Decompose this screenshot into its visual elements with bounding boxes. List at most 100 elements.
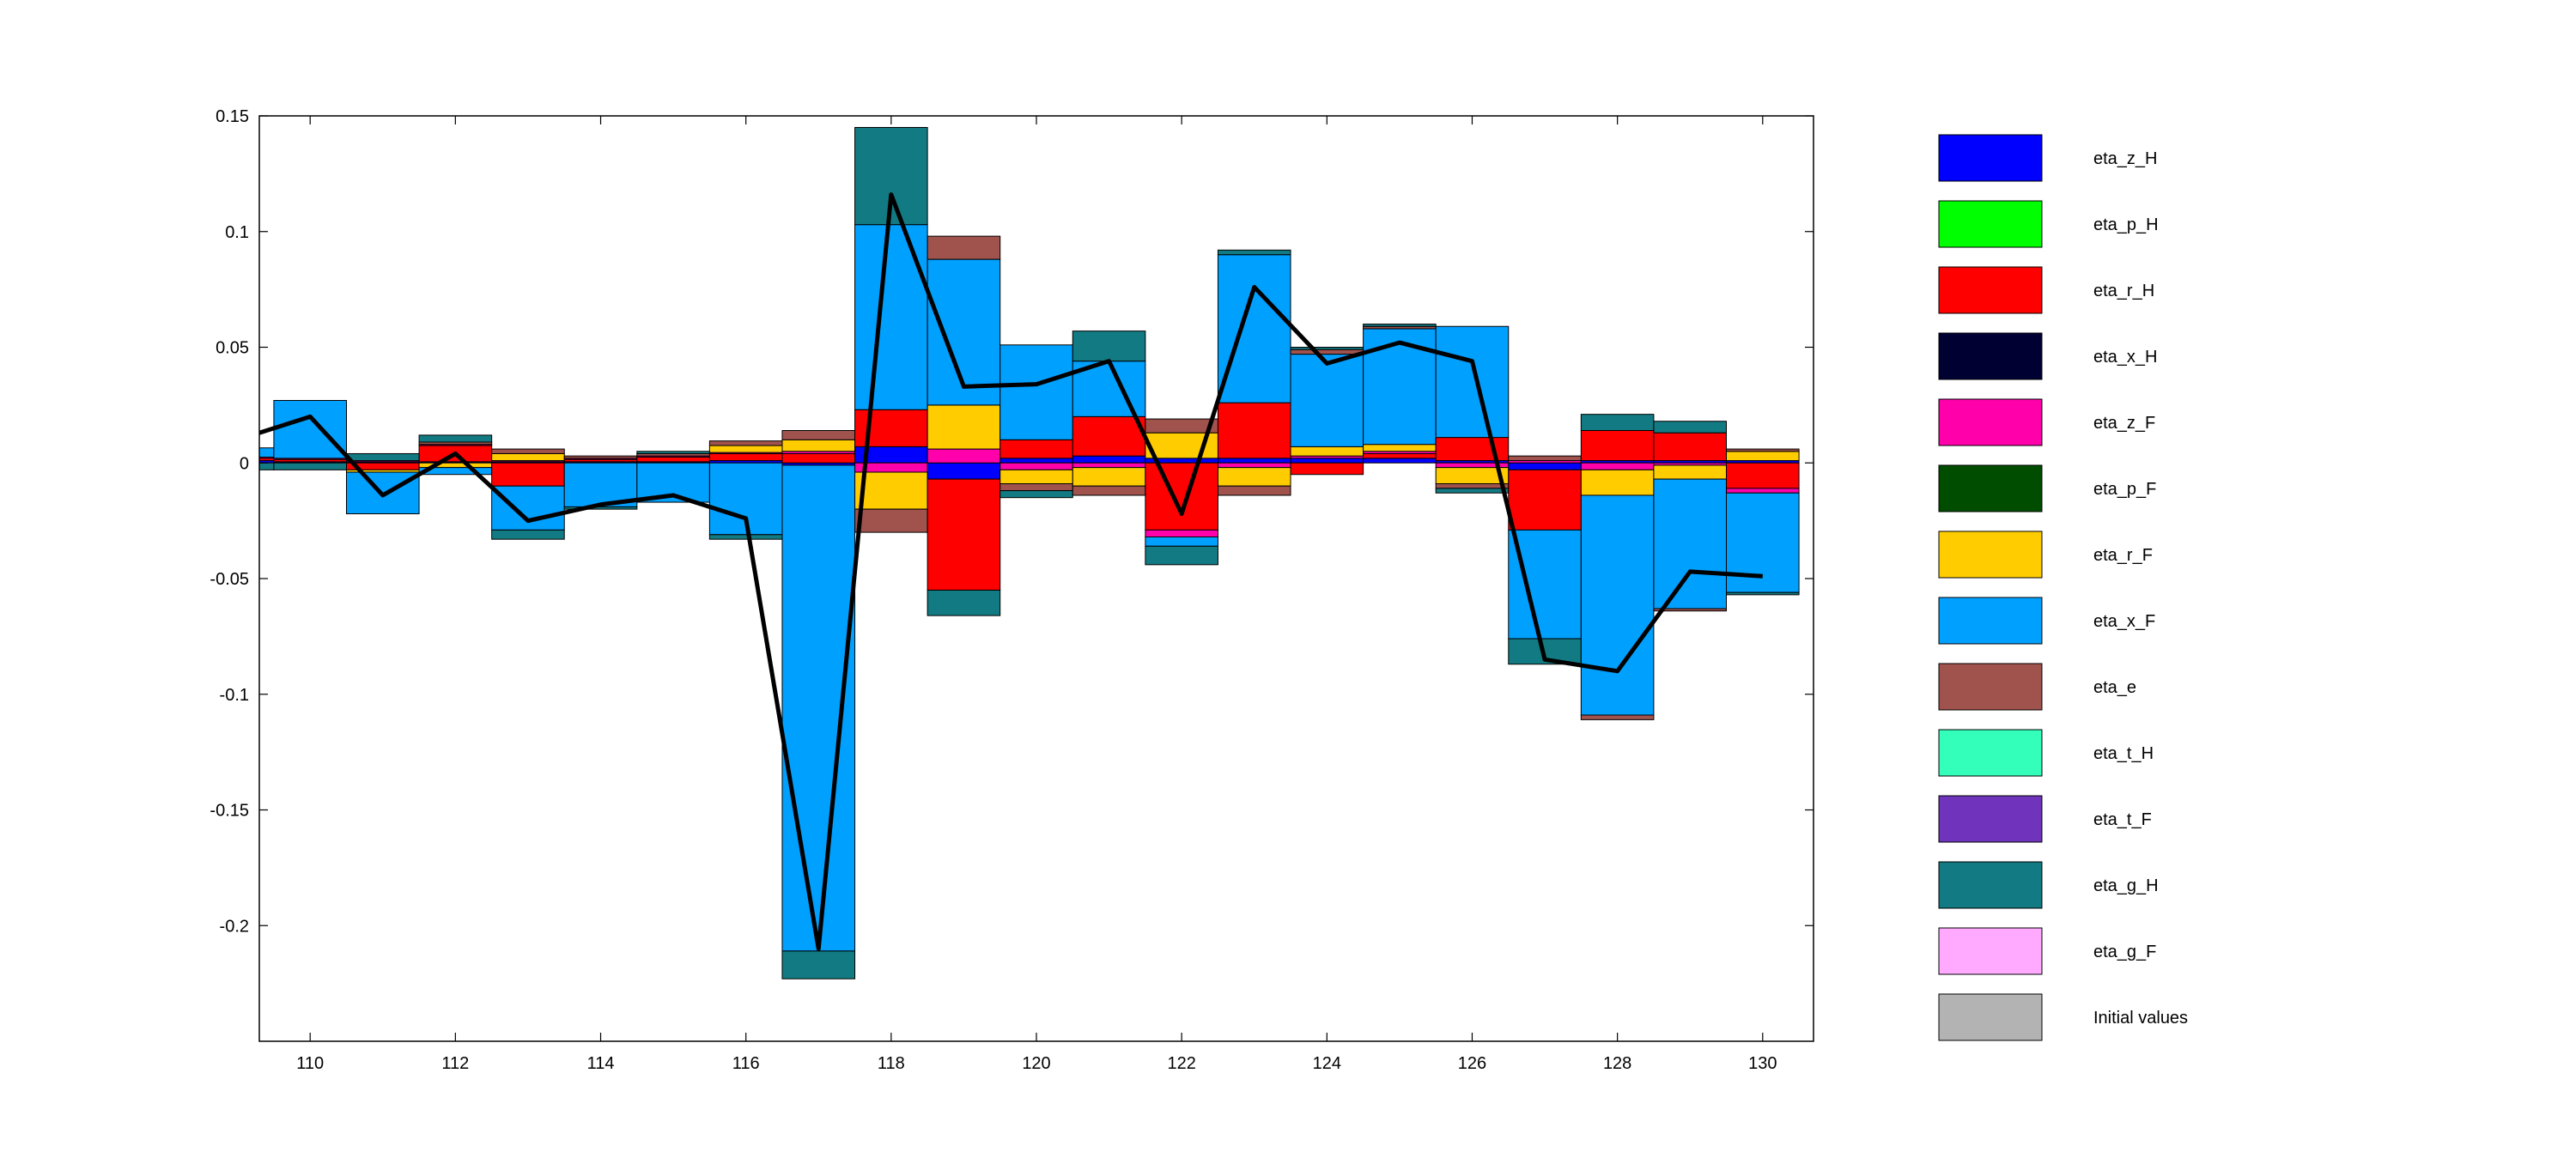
bar-segment <box>1580 494 1655 716</box>
bar-segment <box>1072 485 1146 496</box>
bar-segment <box>1653 608 1728 612</box>
bar-segment <box>273 399 347 459</box>
bar-segment <box>1217 462 1291 469</box>
bar-segment <box>1508 462 1582 470</box>
bar-segment <box>781 452 856 464</box>
bar-segment <box>1072 330 1146 362</box>
legend-label: Initial values <box>2093 1009 2188 1028</box>
bar-segment <box>999 490 1073 499</box>
x-tick-label: 124 <box>1313 1054 1341 1073</box>
bar-segment <box>1290 462 1364 476</box>
bar-segment <box>999 344 1073 440</box>
bar-segment <box>1145 536 1218 547</box>
line-layer <box>259 192 1763 951</box>
ticks-layer: 110 112 114 116 118 120 122 124 126 128 130 0.15 0.1… <box>210 107 1814 1073</box>
bar-segment <box>1072 455 1146 464</box>
x-tick-label: 114 <box>587 1054 615 1073</box>
bar-segment <box>1072 462 1146 469</box>
bar-segment <box>563 506 638 510</box>
bar-segment <box>636 457 710 463</box>
bar-segment <box>1726 448 1800 452</box>
legend-swatch <box>1938 597 2043 645</box>
bar-segment <box>999 439 1073 459</box>
bar-segment <box>927 462 1001 480</box>
bar-segment <box>1580 414 1655 432</box>
bar-segment <box>781 464 856 952</box>
x-tick-label: 120 <box>1022 1054 1050 1073</box>
bar-segment <box>1145 545 1218 566</box>
bar-segment <box>781 430 856 440</box>
bar-segment <box>1726 488 1800 494</box>
legend-swatch <box>1938 861 2043 909</box>
bar-segment <box>491 462 565 487</box>
legend-label: eta_p_H <box>2093 215 2159 234</box>
legend-label: eta_z_F <box>2093 414 2155 433</box>
legend-label: eta_p_F <box>2093 480 2156 499</box>
bar-segment <box>927 478 1001 591</box>
bar-segment <box>491 529 565 540</box>
bar-segment <box>1726 462 1800 489</box>
bar-segment <box>708 452 783 462</box>
bar-segment <box>1580 469 1655 496</box>
legend-swatch <box>1938 266 2043 314</box>
bar-segment <box>927 235 1001 260</box>
bar-segment <box>1653 464 1728 480</box>
x-tick-label: 122 <box>1167 1054 1195 1073</box>
bar-segment <box>1653 421 1728 434</box>
bar-segment <box>1072 415 1146 457</box>
y-tick-label: -0.2 <box>220 917 249 936</box>
y-tick-label: -0.15 <box>210 802 249 821</box>
bar-segment <box>273 462 347 470</box>
bar-segment <box>999 469 1073 485</box>
legend-label: eta_r_H <box>2093 282 2154 300</box>
bar-segment <box>1363 324 1437 327</box>
bar-segment <box>1290 349 1364 355</box>
legend-label: eta_e <box>2093 678 2136 697</box>
bar-segment <box>854 508 928 533</box>
bar-segment <box>491 485 565 531</box>
legend-swatch <box>1938 398 2043 446</box>
legend: eta_z_H eta_p_H eta_r_H eta_x_H eta_z_F eta_p… <box>1938 134 2188 1041</box>
bar-segment <box>1217 254 1291 403</box>
legend-swatch <box>1938 464 2043 512</box>
bar-segment <box>1726 591 1800 596</box>
bar-segment <box>1435 483 1510 489</box>
bar-segment <box>1217 402 1291 459</box>
bar-segment <box>708 445 783 453</box>
bar-segment <box>491 452 565 462</box>
legend-swatch <box>1938 663 2043 711</box>
bar-segment <box>1508 455 1582 462</box>
x-tick-label: 110 <box>296 1054 324 1073</box>
bar-segment <box>1435 325 1510 439</box>
bar-segment <box>1145 529 1218 537</box>
bar-segment <box>854 224 928 410</box>
bar-segment <box>1653 478 1728 609</box>
x-tick-label: 128 <box>1603 1054 1631 1073</box>
bar-segment <box>1726 492 1800 593</box>
x-tick-label: 118 <box>878 1054 905 1073</box>
bar-segment <box>1217 458 1291 464</box>
y-tick-label: 0.15 <box>216 107 249 126</box>
legend-label: eta_r_F <box>2093 546 2153 565</box>
bar-segment <box>1653 432 1728 462</box>
bar-segment <box>1435 437 1510 462</box>
legend-label: eta_z_H <box>2093 149 2158 168</box>
legend-swatch <box>1938 927 2043 975</box>
y-tick-label: -0.05 <box>210 570 249 589</box>
legend-swatch <box>1938 134 2043 182</box>
bar-segment <box>1217 249 1291 256</box>
bar-segment <box>1290 347 1364 350</box>
bar-segment <box>927 448 1001 464</box>
x-tick-label: 112 <box>441 1054 469 1073</box>
y-tick-label: 0.1 <box>225 223 249 242</box>
legend-label: eta_t_H <box>2093 744 2154 763</box>
bar-segment <box>1363 458 1437 464</box>
legend-swatch <box>1938 531 2043 579</box>
bar-segment <box>927 404 1001 450</box>
legend-label: eta_x_H <box>2093 348 2158 367</box>
bar-segment <box>1363 444 1437 452</box>
legend-swatch <box>1938 200 2043 248</box>
legend-label: eta_g_H <box>2093 876 2159 895</box>
